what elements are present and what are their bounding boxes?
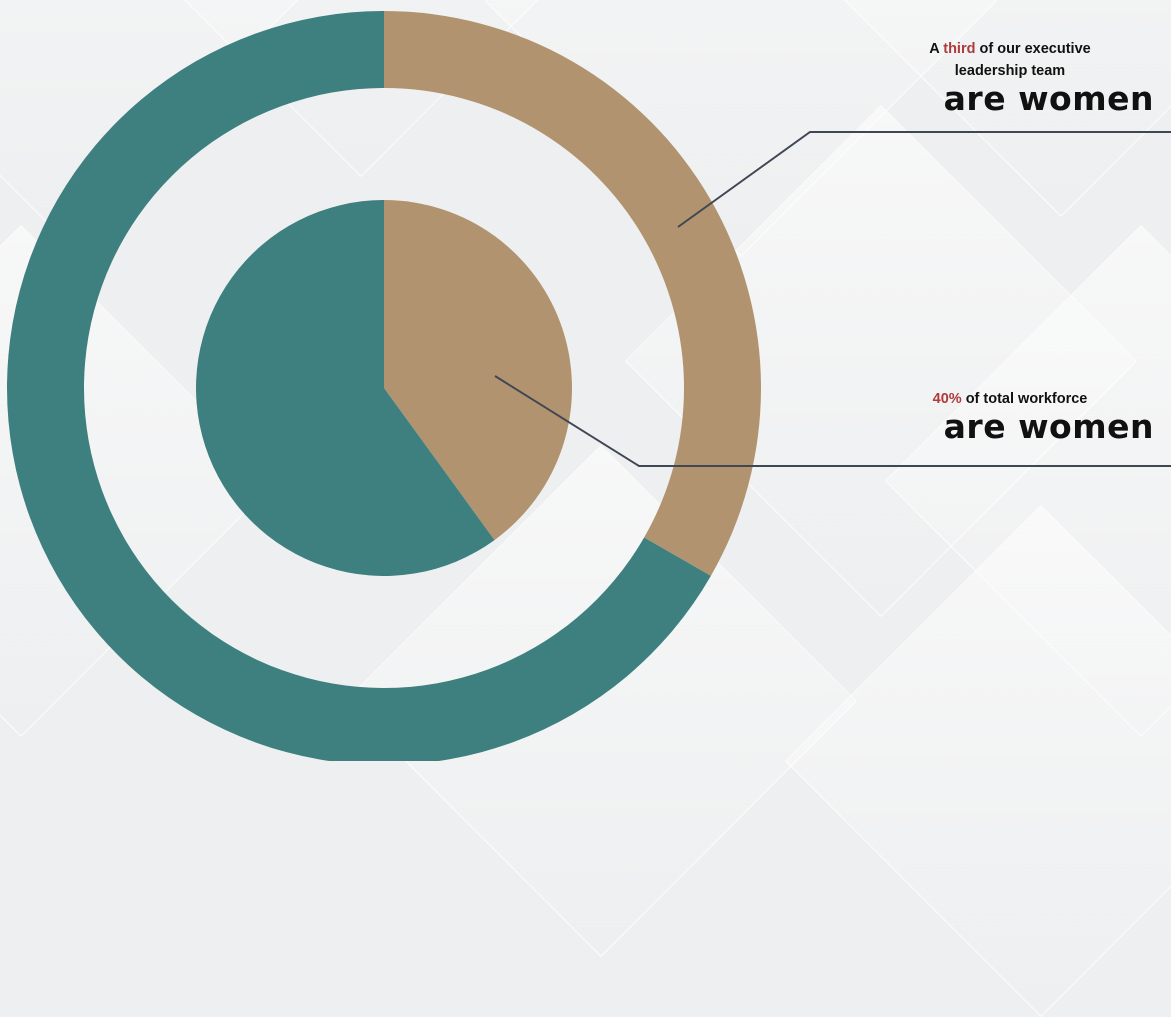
leadership-callout-line2: leadership team bbox=[954, 63, 1066, 79]
leadership-callout-line1: A third of our executive bbox=[929, 41, 1091, 57]
outer-donut-ring bbox=[7, 11, 761, 761]
leadership-leader-line bbox=[677, 131, 1171, 228]
workforce-highlight: 40% bbox=[932, 391, 962, 407]
inner-pie-slice-men bbox=[195, 200, 495, 576]
outer-ring-slice-women bbox=[384, 11, 761, 576]
leadership-callout: A third of our executive leadership team… bbox=[860, 38, 1160, 116]
workforce-callout: 40% of total workforce are women bbox=[860, 388, 1160, 444]
donut-pie-chart bbox=[7, 11, 1171, 761]
leader-lines bbox=[494, 131, 1171, 467]
inner-pie bbox=[195, 200, 573, 576]
inner-pie-slice-women bbox=[384, 200, 573, 541]
workforce-leader-line bbox=[494, 375, 1171, 467]
workforce-callout-line1: 40% of total workforce bbox=[932, 391, 1088, 407]
workforce-callout-headline: are women bbox=[943, 407, 1154, 446]
leadership-highlight: third bbox=[943, 41, 976, 57]
leadership-callout-headline: are women bbox=[943, 79, 1154, 118]
